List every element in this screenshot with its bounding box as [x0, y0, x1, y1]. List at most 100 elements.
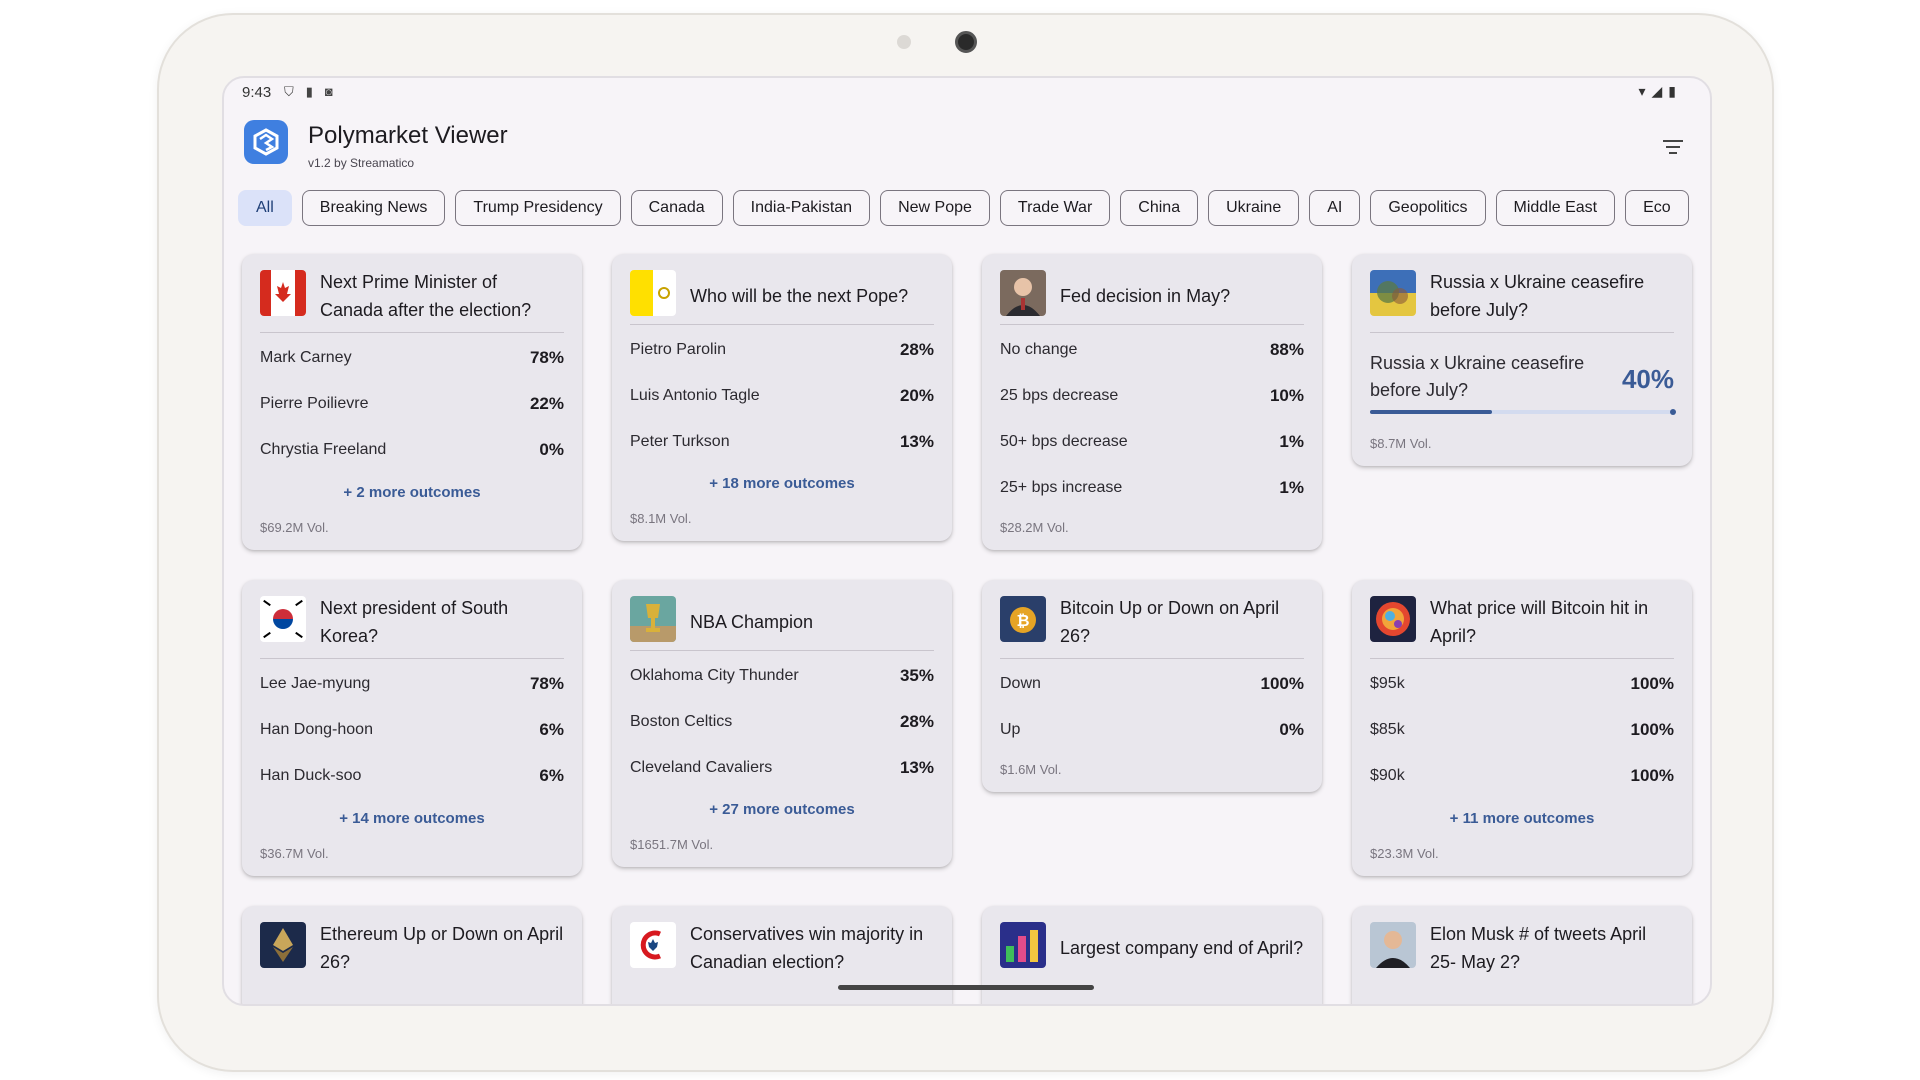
outcome-row: 25+ bps increase 1%: [1000, 476, 1304, 500]
market-volume: $8.7M Vol.: [1370, 436, 1432, 451]
outcome-name: 50+ bps decrease: [1000, 433, 1128, 450]
outcome-name: Oklahoma City Thunder: [630, 667, 799, 684]
market-title: Fed decision in May?: [1060, 286, 1231, 306]
more-outcomes-link[interactable]: + 18 more outcomes: [709, 475, 855, 492]
binary-percent: 40%: [1621, 364, 1674, 394]
outcome-row: Han Dong-hoon 6%: [260, 718, 564, 742]
outcome-row: $95k 100%: [1370, 672, 1674, 696]
outcome-name: Luis Antonio Tagle: [630, 387, 760, 404]
market-card-fed[interactable]: Fed decision in May? No change 88% 25 bp…: [982, 254, 1322, 550]
outcome-row: Han Duck-soo 6%: [260, 764, 564, 788]
market-card-ukraine[interactable]: Russia x Ukraine ceasefire before July? …: [1352, 254, 1692, 466]
outcome-percent: 100%: [1260, 674, 1304, 693]
ethereum-image: [260, 922, 306, 968]
outcome-row: 50+ bps decrease 1%: [1000, 430, 1304, 454]
south-korea-flag-icon: [260, 596, 306, 642]
fed-chair-photo: [1000, 270, 1046, 316]
outcome-percent: 78%: [529, 674, 564, 693]
outcome-percent: 10%: [1269, 386, 1304, 405]
chip-ukraine[interactable]: Ukraine: [1208, 190, 1300, 226]
status-time: 9:43: [242, 84, 272, 101]
market-title: Next Prime Minister of Canada after the …: [320, 272, 532, 320]
chip-all[interactable]: All: [238, 190, 292, 226]
outcome-name: $95k: [1370, 675, 1405, 692]
outcome-row: 25 bps decrease 10%: [1000, 384, 1304, 408]
outcome-percent: 88%: [1269, 340, 1304, 359]
market-volume: $36.7M Vol.: [260, 846, 329, 861]
bitcoin-image: ₿: [1000, 596, 1046, 642]
more-outcomes-link[interactable]: + 27 more outcomes: [709, 801, 855, 818]
chip-new-pope[interactable]: New Pope: [880, 190, 990, 226]
outcome-name: Lee Jae-myung: [260, 675, 371, 692]
outcome-name: Pietro Parolin: [630, 341, 727, 358]
market-volume: $1651.7M Vol.: [630, 837, 714, 852]
outcome-name: Han Duck-soo: [260, 767, 362, 784]
more-outcomes-link[interactable]: + 14 more outcomes: [339, 810, 485, 827]
probability-bar: [1370, 409, 1676, 415]
outcome-row: Boston Celtics 28%: [630, 710, 934, 734]
polymarket-logo-icon: [244, 120, 288, 164]
market-volume: $8.1M Vol.: [630, 511, 692, 526]
canada-flag-icon: [260, 270, 306, 316]
market-card-largest-company[interactable]: Largest company end of April?: [982, 906, 1322, 1004]
category-chips: All Breaking News Trump Presidency Canad…: [238, 190, 1710, 230]
market-card-pope[interactable]: Who will be the next Pope? Pietro Paroli…: [612, 254, 952, 541]
outcome-name: Up: [1000, 721, 1021, 738]
outcome-percent: 0%: [1279, 720, 1304, 739]
bitcoin-colorful-image: [1370, 596, 1416, 642]
market-title: Elon Musk # of tweets April 25- May 2?: [1430, 924, 1647, 972]
chip-geopolitics[interactable]: Geopolitics: [1370, 190, 1486, 226]
chip-trump-presidency[interactable]: Trump Presidency: [455, 190, 621, 226]
shield-icon: ⛉: [284, 84, 294, 99]
binary-question: Russia x Ukraine ceasefire before July?: [1370, 353, 1585, 400]
outcome-row: Up 0%: [1000, 718, 1304, 742]
market-volume: $1.6M Vol.: [1000, 762, 1062, 777]
market-card-conservatives[interactable]: Conservatives win majority in Canadian e…: [612, 906, 952, 1004]
outcome-percent: 1%: [1279, 432, 1304, 451]
outcome-row: Mark Carney 78%: [260, 346, 564, 370]
probability-bar-fill: [1370, 410, 1492, 414]
market-title: Bitcoin Up or Down on April 26?: [1060, 598, 1280, 646]
chip-trade-war[interactable]: Trade War: [999, 190, 1111, 226]
outcome-name: Pierre Poilievre: [260, 395, 369, 412]
market-card-canada-pm[interactable]: Next Prime Minister of Canada after the …: [242, 254, 582, 550]
outcome-row: Lee Jae-myung 78%: [260, 672, 564, 696]
market-title: Conservatives win majority in Canadian e…: [690, 924, 924, 972]
outcome-percent: 13%: [899, 432, 934, 451]
outcome-name: Cleveland Cavaliers: [630, 759, 773, 776]
chip-economy[interactable]: Eco: [1625, 190, 1689, 226]
outcome-row: $90k 100%: [1370, 764, 1674, 788]
signal-icon: ◢: [1651, 83, 1663, 99]
chip-india-pakistan[interactable]: India-Pakistan: [732, 190, 871, 226]
market-title: Ethereum Up or Down on April 26?: [320, 924, 564, 972]
outcome-percent: 13%: [899, 758, 934, 777]
vatican-flag-icon: [630, 270, 676, 316]
filter-icon[interactable]: [1658, 134, 1688, 160]
chip-breaking-news[interactable]: Breaking News: [301, 190, 446, 226]
outcome-row: $85k 100%: [1370, 718, 1674, 742]
chip-middle-east[interactable]: Middle East: [1495, 190, 1616, 226]
chip-china[interactable]: China: [1120, 190, 1199, 226]
elon-musk-photo: [1370, 922, 1416, 968]
nba-trophy-image: [630, 596, 676, 642]
app-bar: Polymarket Viewer v1.2 by Streamatico: [224, 112, 1710, 176]
market-title: Russia x Ukraine ceasefire before July?: [1430, 272, 1645, 320]
market-card-btc-price[interactable]: What price will Bitcoin hit in April? $9…: [1352, 580, 1692, 876]
market-card-btc-updown[interactable]: ₿ Bitcoin Up or Down on April 26? Down 1…: [982, 580, 1322, 792]
outcome-percent: 0%: [539, 440, 564, 459]
chip-ai[interactable]: AI: [1309, 190, 1361, 226]
outcome-percent: 35%: [899, 666, 934, 685]
more-outcomes-link[interactable]: + 11 more outcomes: [1449, 810, 1595, 827]
market-card-musk[interactable]: Elon Musk # of tweets April 25- May 2?: [1352, 906, 1692, 1004]
market-card-eth[interactable]: Ethereum Up or Down on April 26?: [242, 906, 582, 1004]
home-indicator[interactable]: [838, 985, 1094, 990]
market-card-korea[interactable]: Next president of South Korea? Lee Jae-m…: [242, 580, 582, 876]
outcome-row: Oklahoma City Thunder 35%: [630, 664, 934, 688]
sensor-dot: [897, 35, 911, 49]
market-card-nba[interactable]: NBA Champion Oklahoma City Thunder 35% B…: [612, 580, 952, 867]
chip-canada[interactable]: Canada: [630, 190, 723, 226]
market-title: Next president of South Korea?: [320, 598, 509, 646]
more-outcomes-link[interactable]: + 2 more outcomes: [343, 484, 481, 501]
outcome-row: Chrystia Freeland 0%: [260, 438, 564, 462]
outcome-percent: 78%: [529, 348, 564, 367]
